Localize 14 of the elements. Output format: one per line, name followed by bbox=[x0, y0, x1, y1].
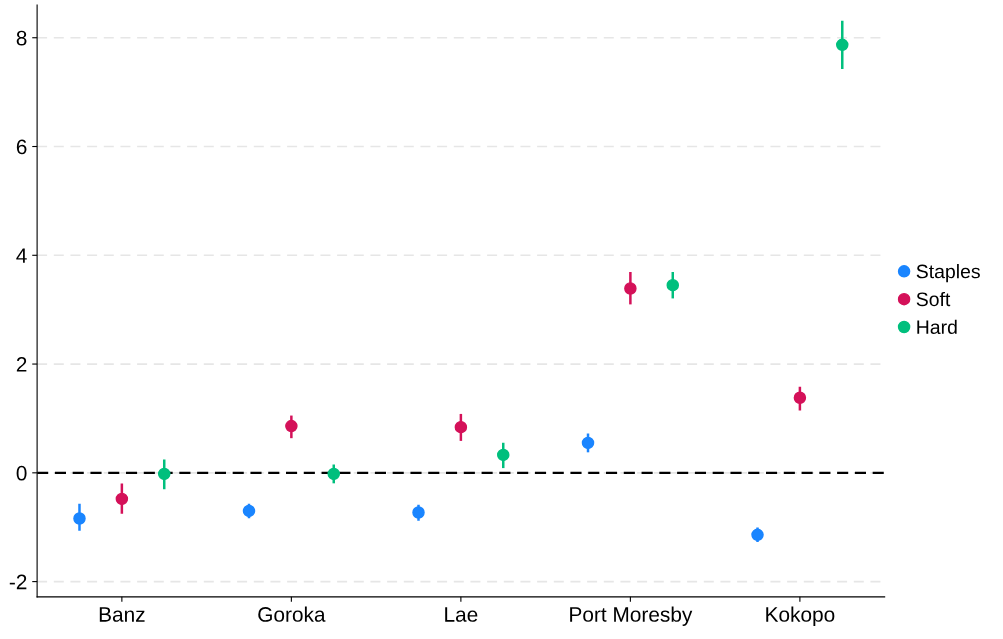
legend-label: Staples bbox=[916, 264, 980, 283]
x-tick-label: Kokopo bbox=[766, 606, 835, 626]
y-tick-label: 0 bbox=[16, 465, 27, 481]
y-tick-label: 6 bbox=[16, 139, 27, 155]
y-tick-label: 2 bbox=[16, 357, 27, 372]
x-tick-label: Port Moresby bbox=[570, 606, 693, 626]
y-tick-label: 8 bbox=[16, 30, 27, 46]
y-tick-label: 4 bbox=[16, 248, 27, 263]
x-tick-label: Banz bbox=[99, 607, 145, 622]
legend-label: Soft bbox=[916, 291, 951, 307]
x-tick-label: Goroka bbox=[258, 606, 326, 622]
y-tick-label: -2 bbox=[9, 574, 27, 590]
legend-label: Hard bbox=[917, 319, 957, 335]
x-tick-label: Lae bbox=[445, 607, 478, 622]
